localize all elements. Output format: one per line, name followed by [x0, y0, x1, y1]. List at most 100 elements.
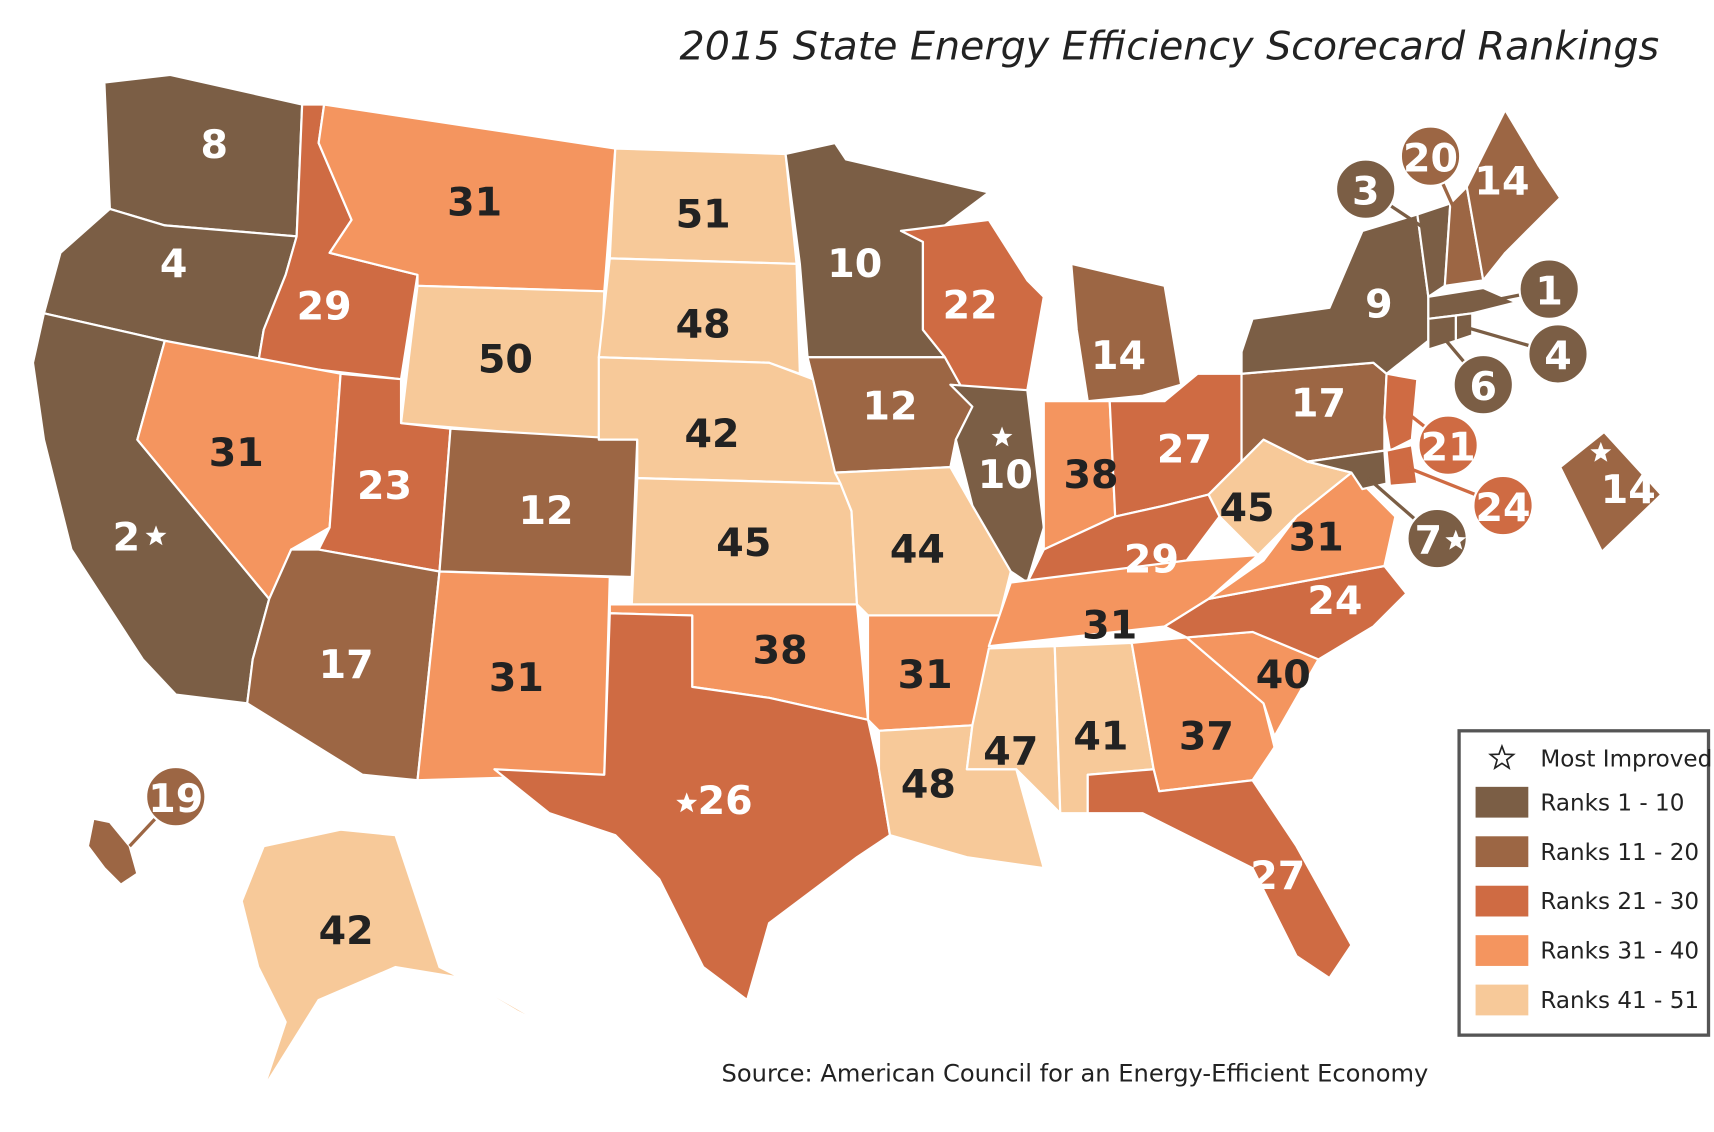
legend-swatch [1475, 935, 1529, 966]
state-shape [493, 612, 892, 1002]
rank-label: 12 [519, 488, 574, 534]
rank-label: 47 [983, 729, 1038, 775]
rank-label: 10 [978, 452, 1033, 498]
legend-label: Ranks 31 - 40 [1540, 939, 1699, 965]
rank-label: 48 [676, 301, 731, 347]
rank-label: 31 [209, 430, 264, 476]
rank-label: 44 [890, 527, 945, 573]
rank-label: 26 [698, 778, 753, 824]
state-shape [1086, 768, 1353, 980]
rank-label: 29 [297, 284, 352, 330]
state-shape [1240, 213, 1430, 375]
rank-label: 10 [827, 241, 882, 287]
rank-label: 31 [489, 655, 544, 701]
legend: Most Improved Ranks 1 - 10 Ranks 11 - 20 Ra… [1475, 743, 1712, 1016]
legend-swatch [1475, 786, 1529, 818]
callout-circle [1417, 414, 1479, 476]
state-shape [1385, 444, 1419, 487]
callout-circle [145, 765, 207, 828]
rank-label: 6 [1470, 364, 1498, 410]
rank-label: 42 [684, 411, 739, 457]
rank-label: 20 [1403, 135, 1458, 181]
callout-circle [1399, 125, 1462, 187]
callout-circle [1527, 323, 1589, 385]
rank-label: 38 [1064, 452, 1119, 498]
state-shape [86, 817, 139, 886]
rank-label: 37 [1179, 713, 1234, 759]
rank-label: 3 [1352, 168, 1380, 214]
state-shape [240, 828, 562, 1089]
rank-label: 8 [200, 122, 228, 168]
most-improved-star [1445, 529, 1467, 550]
rank-label: 4 [160, 241, 188, 287]
legend-label: Ranks 41 - 51 [1540, 988, 1699, 1014]
rank-label: 51 [676, 191, 731, 237]
rank-label: 38 [753, 628, 808, 674]
legend-label: Most Improved [1540, 746, 1712, 772]
rank-label: 14 [1474, 158, 1529, 204]
map-title: 2015 State Energy Efficiency Scorecard R… [680, 23, 1660, 69]
state-shape [949, 383, 1045, 584]
callout-circle [1472, 474, 1534, 537]
callout-circle [1334, 158, 1397, 220]
rank-label: 40 [1256, 652, 1311, 698]
callout-circle [1518, 258, 1580, 320]
states [31, 73, 1663, 1089]
state-shape [1306, 449, 1388, 491]
state-shape [1427, 314, 1457, 351]
legend-label: Ranks 21 - 30 [1540, 889, 1699, 915]
rank-label: 17 [319, 642, 374, 688]
rank-label: 45 [1220, 485, 1275, 531]
rank-label: 12 [862, 384, 917, 430]
rank-label: 45 [716, 520, 771, 566]
legend-star [1488, 743, 1516, 770]
legend-box [1457, 729, 1711, 1037]
state-shape [1427, 286, 1518, 320]
callout-circle [1406, 507, 1468, 570]
rank-label: 22 [943, 283, 998, 329]
rank-label: 31 [898, 652, 953, 698]
rank-label: 4 [1544, 333, 1572, 379]
rank-label: 31 [1289, 514, 1344, 560]
rank-label: 1 [1535, 268, 1563, 314]
rank-label: 42 [319, 908, 374, 954]
rank-label: 29 [1124, 536, 1179, 582]
most-improved-star [991, 426, 1013, 447]
source-note: Source: American Council for an Energy-E… [722, 1060, 1429, 1088]
rank-label: 50 [478, 336, 533, 382]
rank-label: 9 [1365, 282, 1393, 328]
rank-label: 19 [148, 776, 203, 822]
state-shape [1559, 430, 1663, 553]
rank-label: 14 [1601, 467, 1656, 513]
rank-label: 23 [357, 463, 412, 509]
rank-label: 24 [1307, 578, 1362, 624]
state-shape [438, 427, 639, 579]
legend-swatch [1475, 836, 1529, 868]
legend-label: Ranks 1 - 10 [1540, 790, 1684, 816]
state-shape [1070, 262, 1183, 403]
rank-label: 41 [1073, 713, 1128, 759]
state-shape [1383, 372, 1419, 452]
rank-label: 48 [901, 762, 956, 808]
rank-label: 27 [1250, 853, 1305, 899]
most-improved-star [676, 792, 698, 813]
most-improved-star [1590, 441, 1612, 462]
rank-label: 7 [1415, 518, 1443, 564]
legend-swatch [1475, 984, 1529, 1016]
callout-circle [1452, 353, 1515, 416]
rank-label: 31 [1082, 602, 1137, 648]
state-shape [1465, 108, 1562, 282]
state-shape [317, 103, 617, 293]
most-improved-star [145, 525, 167, 546]
rank-label: 21 [1421, 424, 1476, 470]
rank-label: 2 [113, 514, 141, 560]
rank-label: 17 [1291, 380, 1346, 426]
rank-label: 31 [447, 179, 502, 225]
legend-swatch [1475, 885, 1529, 917]
rank-label: 24 [1476, 485, 1531, 531]
rank-label: 14 [1091, 333, 1146, 379]
legend-label: Ranks 11 - 20 [1540, 840, 1699, 866]
